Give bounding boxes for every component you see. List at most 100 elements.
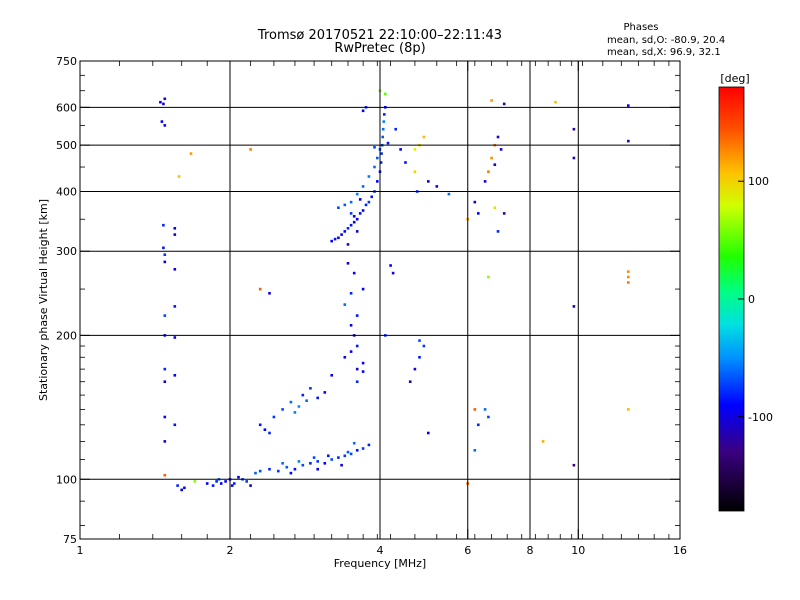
data-point — [163, 253, 167, 256]
data-point — [233, 482, 236, 485]
data-point — [297, 460, 301, 463]
data-point — [330, 374, 333, 377]
data-point — [327, 454, 330, 458]
data-point — [293, 467, 297, 471]
data-point — [496, 135, 500, 139]
grid-lines — [80, 61, 680, 539]
data-point — [249, 484, 252, 487]
data-point — [316, 396, 319, 400]
data-point — [483, 408, 487, 411]
data-point — [381, 127, 385, 131]
data-point — [418, 356, 421, 359]
data-point — [289, 471, 293, 475]
data-point — [316, 467, 319, 471]
data-point — [355, 380, 359, 383]
data-point — [383, 113, 386, 116]
data-point — [346, 262, 350, 265]
data-point — [189, 152, 193, 155]
data-point — [301, 393, 305, 397]
data-point — [373, 146, 376, 149]
data-point — [413, 367, 417, 371]
data-point — [330, 458, 333, 461]
y-tick-label: 600 — [56, 101, 77, 114]
data-point — [343, 454, 347, 458]
y-tick-label: 100 — [56, 473, 77, 486]
x-tick-label: 8 — [527, 544, 534, 557]
y-tick-label: 750 — [56, 55, 77, 68]
data-point — [163, 473, 167, 477]
phases-heading: Phases — [623, 22, 658, 33]
data-point — [355, 230, 359, 233]
y-tick-label: 75 — [63, 533, 77, 546]
data-point — [483, 180, 487, 183]
data-point — [361, 447, 365, 450]
data-point — [337, 206, 340, 209]
data-point — [173, 305, 177, 308]
data-point — [211, 484, 215, 487]
data-point — [272, 415, 276, 419]
data-point — [305, 399, 308, 402]
data-point — [487, 415, 490, 419]
data-point — [386, 141, 390, 145]
y-tick-label: 400 — [56, 185, 77, 198]
data-point — [346, 243, 350, 246]
data-point — [163, 367, 167, 371]
data-point — [159, 100, 162, 104]
data-point — [173, 423, 177, 427]
data-point — [361, 209, 365, 212]
data-point — [394, 127, 397, 131]
data-point — [163, 314, 167, 317]
data-point — [293, 411, 297, 414]
data-point — [355, 449, 359, 452]
data-point — [277, 469, 280, 473]
data-point — [572, 156, 576, 160]
data-point — [376, 156, 379, 160]
data-point — [364, 203, 368, 207]
data-point — [384, 92, 387, 96]
data-point — [258, 423, 262, 427]
data-point — [627, 139, 630, 143]
data-point — [352, 220, 356, 224]
x-tick-label: 2 — [227, 544, 234, 557]
data-point — [162, 223, 165, 227]
data-point — [349, 350, 353, 353]
colorbar-ticks: 100 0 -100 — [738, 175, 773, 424]
axis-ticks: 1 2 4 6 8 10 16 75 100 200 300 400 500 600 750 — [56, 55, 687, 557]
phases-x-stats: mean, sd,X: 96.9, 32.1 — [607, 47, 721, 58]
data-point — [389, 264, 392, 267]
data-point — [180, 488, 183, 492]
data-point — [382, 120, 386, 123]
data-point — [176, 484, 179, 487]
data-point — [502, 102, 506, 106]
data-point — [502, 212, 506, 215]
data-point — [473, 200, 477, 204]
data-point — [323, 391, 327, 394]
y-tick-label: 200 — [56, 329, 77, 342]
data-point — [361, 361, 365, 365]
data-point — [330, 239, 333, 243]
data-point — [343, 303, 347, 306]
data-point — [367, 443, 371, 447]
data-point — [173, 374, 177, 377]
data-point — [361, 370, 365, 373]
data-point — [490, 156, 493, 160]
data-point — [352, 215, 356, 218]
data-point — [173, 336, 177, 339]
data-point — [358, 212, 362, 215]
data-point — [349, 200, 353, 204]
data-point — [541, 440, 545, 443]
data-point — [249, 148, 252, 151]
data-point — [219, 482, 223, 485]
data-point — [408, 380, 412, 383]
data-point — [162, 246, 165, 250]
data-point — [427, 431, 430, 435]
data-point — [399, 148, 402, 151]
data-point — [493, 163, 497, 166]
data-point — [289, 400, 293, 404]
data-point — [380, 152, 383, 155]
data-point — [316, 460, 319, 463]
data-point — [367, 200, 371, 204]
data-point — [355, 314, 359, 317]
data-point — [263, 428, 267, 431]
